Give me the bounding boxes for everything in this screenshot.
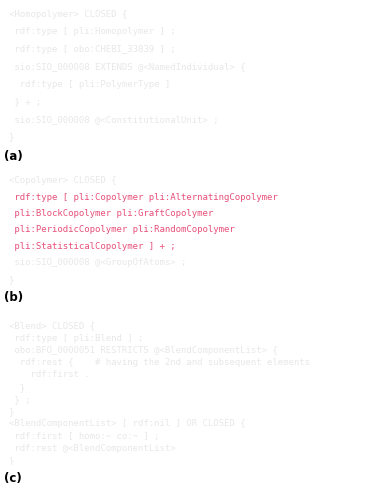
Text: <BlendComponentList> [ rdf:nil ] OR CLOSED {: <BlendComponentList> [ rdf:nil ] OR CLOS… — [8, 420, 245, 428]
Text: rdf:type [ pli:PolymerType ]: rdf:type [ pli:PolymerType ] — [8, 80, 170, 89]
Text: pli:BlockCopolymer pli:GraftCopolymer: pli:BlockCopolymer pli:GraftCopolymer — [8, 209, 213, 218]
Text: }: } — [8, 407, 14, 416]
Text: } ;: } ; — [8, 395, 30, 404]
Text: }: } — [8, 275, 14, 284]
Text: }: } — [8, 132, 14, 141]
Text: rdf:type [ obo:CHEBI_33839 ] ;: rdf:type [ obo:CHEBI_33839 ] ; — [8, 45, 175, 54]
Text: } + ;: } + ; — [8, 98, 41, 106]
Text: rdf:first [ homo:~ co:~ ] ;: rdf:first [ homo:~ co:~ ] ; — [8, 432, 159, 440]
Text: rdf:type [ pli:Blend ] ;: rdf:type [ pli:Blend ] ; — [8, 334, 143, 342]
Text: pli:PeriodicCopolymer pli:RandomCopolymer: pli:PeriodicCopolymer pli:RandomCopolyme… — [8, 226, 234, 234]
Text: (b): (b) — [4, 291, 23, 304]
Text: sio:SIO_000008 @<ConstitutionalUnit> ;: sio:SIO_000008 @<ConstitutionalUnit> ; — [8, 115, 218, 124]
Text: sio:SIO_000008 @<GroupOfAtoms> ;: sio:SIO_000008 @<GroupOfAtoms> ; — [8, 258, 186, 268]
Text: <Blend> CLOSED {: <Blend> CLOSED { — [8, 322, 94, 330]
Text: rdf:first .: rdf:first . — [8, 370, 89, 380]
Text: (c): (c) — [4, 472, 22, 485]
Text: obo:BFO_0000051 RESTRICTS @<BlendComponentList> {: obo:BFO_0000051 RESTRICTS @<BlendCompone… — [8, 346, 277, 355]
Text: pli:StatisticalCopolymer ] + ;: pli:StatisticalCopolymer ] + ; — [8, 242, 175, 251]
Text: }: } — [8, 382, 25, 392]
Text: (a): (a) — [4, 150, 23, 163]
Text: <Homopolymer> CLOSED {: <Homopolymer> CLOSED { — [8, 10, 127, 19]
Text: rdf:type [ pli:Copolymer pli:AlternatingCopolymer: rdf:type [ pli:Copolymer pli:Alternating… — [8, 192, 277, 202]
Text: rdf:rest {    # having the 2nd and subsequent elements: rdf:rest { # having the 2nd and subseque… — [8, 358, 310, 367]
Text: }: } — [8, 456, 14, 465]
Text: sio:SIO_000008 EXTENDS @<NamedIndividual> {: sio:SIO_000008 EXTENDS @<NamedIndividual… — [8, 62, 245, 72]
Text: <Copolymer> CLOSED {: <Copolymer> CLOSED { — [8, 176, 116, 185]
Text: rdf:rest @<BlendComponentList>: rdf:rest @<BlendComponentList> — [8, 444, 175, 453]
Text: rdf:type [ pli:Homopolymer ] ;: rdf:type [ pli:Homopolymer ] ; — [8, 28, 175, 36]
